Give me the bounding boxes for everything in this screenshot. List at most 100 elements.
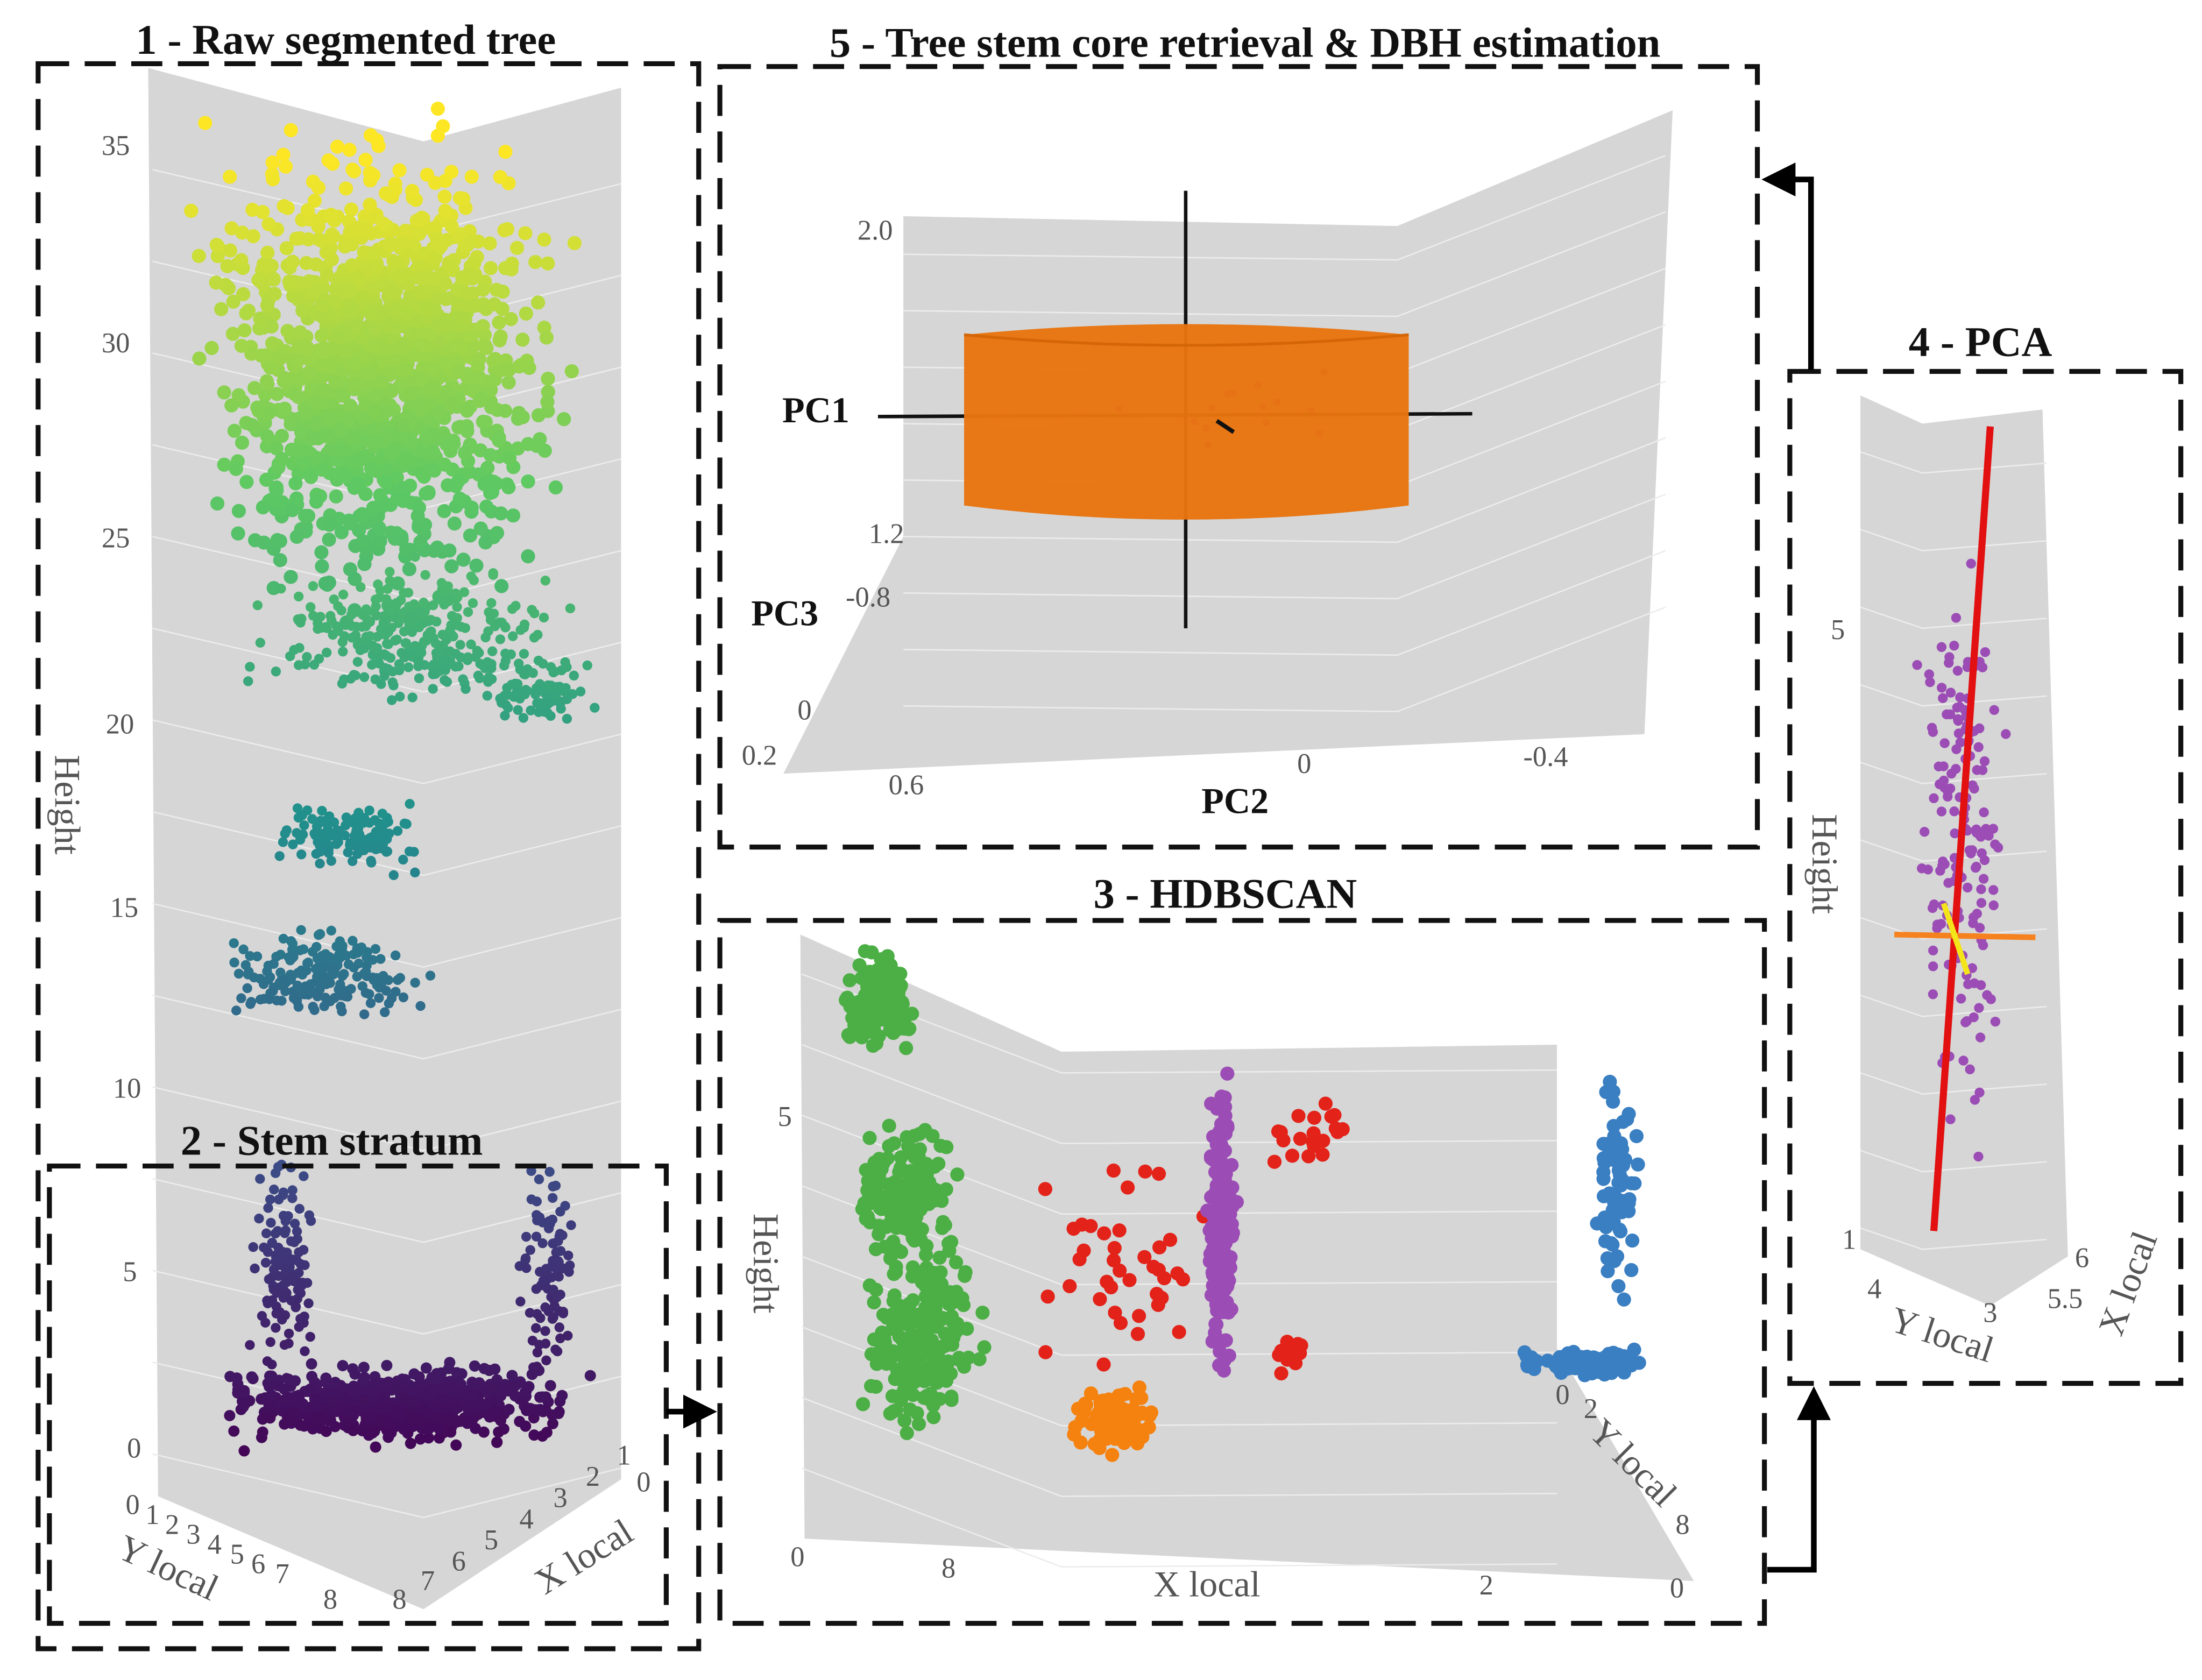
tick-label: 3 <box>553 1482 567 1513</box>
point <box>539 330 554 345</box>
point <box>482 691 492 701</box>
point <box>437 504 451 519</box>
tick-label: 4 <box>1867 1273 1881 1305</box>
point <box>513 705 523 715</box>
point <box>358 1362 370 1373</box>
point <box>1938 693 1948 703</box>
point <box>380 1007 390 1017</box>
point <box>204 341 219 355</box>
point <box>450 1439 462 1451</box>
point <box>1977 765 1988 775</box>
point <box>407 692 417 703</box>
point <box>548 1285 558 1295</box>
point <box>907 1374 922 1389</box>
point <box>499 690 509 701</box>
point <box>428 660 439 670</box>
tick-label: 2 <box>1584 1393 1598 1424</box>
tick-label: 4 <box>520 1504 534 1535</box>
tick-label: 2.0 <box>858 215 893 246</box>
point <box>420 570 430 580</box>
point <box>306 1216 316 1226</box>
point <box>256 257 271 272</box>
point <box>1928 961 1938 972</box>
point <box>1112 1223 1127 1238</box>
tick-label: 5 <box>1831 614 1845 646</box>
point <box>256 1393 267 1405</box>
point <box>317 951 327 961</box>
point <box>395 691 405 702</box>
point <box>296 925 306 935</box>
point <box>343 305 358 320</box>
point <box>251 273 266 287</box>
point <box>383 639 393 649</box>
point <box>367 641 378 651</box>
point <box>871 1005 886 1020</box>
point <box>458 311 472 326</box>
point <box>370 944 381 954</box>
point <box>270 1228 281 1239</box>
point <box>293 275 307 290</box>
grid-line <box>903 211 1666 317</box>
point <box>316 622 327 633</box>
point <box>331 832 342 842</box>
tick-label: 8 <box>941 1553 955 1584</box>
point <box>1105 1448 1120 1462</box>
point <box>1977 662 1988 672</box>
point <box>1131 1309 1146 1323</box>
point <box>541 1355 551 1366</box>
point <box>470 1422 482 1434</box>
point <box>526 705 536 715</box>
point <box>1936 919 1946 929</box>
point <box>461 684 471 694</box>
point <box>305 1331 315 1342</box>
point <box>288 944 298 954</box>
point <box>249 972 259 983</box>
point <box>246 229 260 244</box>
point <box>254 1213 264 1224</box>
point <box>501 375 516 390</box>
point <box>542 680 553 691</box>
point <box>521 549 535 564</box>
point <box>256 500 270 515</box>
point <box>308 394 323 409</box>
point <box>1945 1114 1956 1124</box>
point <box>1979 807 1989 818</box>
point <box>547 1417 558 1429</box>
panel-title: 2 - Stem stratum <box>181 1118 483 1165</box>
point <box>288 839 298 849</box>
point <box>272 1380 284 1392</box>
point <box>1316 1133 1330 1148</box>
point <box>1040 1289 1055 1304</box>
point <box>455 640 465 650</box>
tick-label: 5.5 <box>2048 1284 2083 1315</box>
point <box>894 1150 908 1165</box>
point <box>1924 669 1935 679</box>
point <box>1113 1263 1127 1278</box>
point <box>1217 1143 1232 1158</box>
point <box>236 287 251 302</box>
point <box>438 277 452 291</box>
point <box>464 169 479 184</box>
point <box>493 1426 505 1438</box>
point <box>348 1386 359 1398</box>
point <box>930 1266 945 1280</box>
point <box>452 191 468 205</box>
point <box>293 325 307 339</box>
point <box>348 935 358 946</box>
point <box>229 958 239 968</box>
point <box>541 1274 552 1285</box>
tick-label: 6 <box>452 1546 466 1577</box>
point <box>502 451 517 465</box>
point <box>337 970 348 981</box>
point <box>420 167 435 182</box>
tick-label: 15 <box>110 892 138 924</box>
panel-title: 5 - Tree stem core retrieval & DBH estim… <box>830 19 1660 66</box>
point <box>264 319 279 334</box>
point <box>452 602 462 612</box>
point <box>361 632 372 642</box>
point <box>1120 1180 1135 1195</box>
point <box>349 1368 361 1380</box>
point <box>1129 1392 1143 1406</box>
point <box>425 970 436 981</box>
point <box>1122 1273 1137 1287</box>
